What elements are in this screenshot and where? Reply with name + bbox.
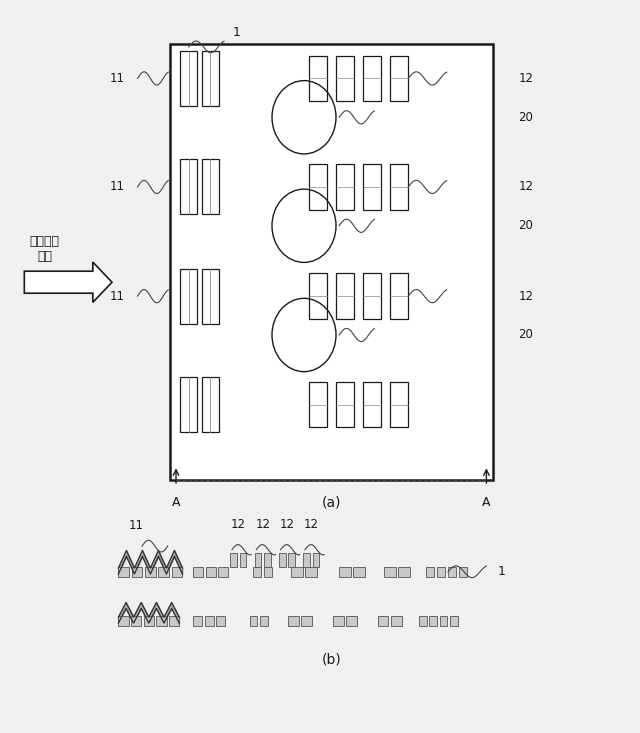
Bar	[363, 164, 381, 210]
Bar	[255, 553, 262, 567]
Bar	[230, 553, 237, 567]
Bar	[353, 567, 365, 577]
Bar	[202, 160, 219, 215]
Bar	[205, 616, 214, 626]
Bar	[305, 567, 317, 577]
Bar	[291, 567, 303, 577]
Bar	[172, 567, 182, 577]
Bar	[180, 51, 197, 106]
Bar	[202, 377, 219, 432]
Bar	[253, 567, 261, 577]
Bar	[390, 273, 408, 319]
Bar	[131, 616, 141, 626]
Bar	[180, 377, 197, 432]
Text: 12: 12	[518, 180, 533, 194]
Bar	[398, 567, 410, 577]
Text: 11: 11	[110, 180, 125, 194]
Bar	[390, 164, 408, 210]
Bar	[264, 553, 271, 567]
Text: 12: 12	[518, 290, 533, 303]
Bar	[309, 164, 327, 210]
Text: (b): (b)	[322, 652, 341, 667]
Text: A: A	[172, 496, 180, 509]
Bar	[158, 567, 169, 577]
Bar	[118, 616, 129, 626]
Bar	[363, 273, 381, 319]
Bar	[193, 567, 204, 577]
Text: 11: 11	[110, 72, 125, 85]
Bar	[145, 567, 156, 577]
Text: 空気流れ
方向: 空気流れ 方向	[30, 235, 60, 263]
Bar	[303, 553, 310, 567]
Bar	[250, 616, 257, 626]
Text: 1: 1	[498, 565, 506, 578]
Bar	[312, 553, 319, 567]
Bar	[336, 273, 354, 319]
Bar	[390, 56, 408, 101]
Bar	[336, 382, 354, 427]
Bar	[301, 616, 312, 626]
Bar	[206, 567, 216, 577]
Bar	[169, 616, 179, 626]
FancyArrow shape	[24, 262, 112, 302]
Text: 12: 12	[255, 517, 270, 531]
Bar	[391, 616, 402, 626]
Bar	[336, 56, 354, 101]
Bar	[309, 273, 327, 319]
Bar	[156, 616, 166, 626]
Bar	[260, 616, 268, 626]
Bar	[333, 616, 344, 626]
Text: 12: 12	[231, 517, 246, 531]
Bar	[440, 616, 447, 626]
Bar	[288, 553, 295, 567]
Text: 1: 1	[233, 26, 241, 39]
Text: 12: 12	[518, 72, 533, 85]
Text: 12: 12	[280, 517, 294, 531]
Bar	[264, 567, 272, 577]
Bar	[132, 567, 143, 577]
Bar	[202, 269, 219, 324]
Bar	[180, 160, 197, 215]
Bar	[279, 553, 286, 567]
Text: 20: 20	[518, 328, 533, 342]
Bar	[390, 382, 408, 427]
Bar	[459, 567, 467, 577]
Text: (a): (a)	[322, 495, 341, 509]
Bar	[180, 269, 197, 324]
Bar	[118, 567, 129, 577]
Text: 11: 11	[110, 290, 125, 303]
Text: 12: 12	[304, 517, 319, 531]
Bar	[363, 56, 381, 101]
Bar	[218, 567, 228, 577]
Bar	[429, 616, 437, 626]
Bar	[202, 51, 219, 106]
Bar	[363, 382, 381, 427]
Bar	[240, 553, 246, 567]
Bar	[339, 567, 351, 577]
Bar	[216, 616, 225, 626]
Text: 11: 11	[129, 519, 144, 532]
Bar	[448, 567, 456, 577]
Bar	[426, 567, 434, 577]
Text: 20: 20	[518, 111, 533, 124]
Bar	[309, 382, 327, 427]
Bar	[336, 164, 354, 210]
Bar	[170, 44, 493, 480]
Bar	[436, 567, 445, 577]
Bar	[144, 616, 154, 626]
Bar	[450, 616, 458, 626]
Bar	[193, 616, 202, 626]
Text: 20: 20	[518, 219, 533, 232]
Bar	[384, 567, 396, 577]
Bar	[378, 616, 388, 626]
Bar	[288, 616, 299, 626]
Bar	[419, 616, 427, 626]
Bar	[346, 616, 357, 626]
Bar	[309, 56, 327, 101]
Text: A: A	[482, 496, 491, 509]
